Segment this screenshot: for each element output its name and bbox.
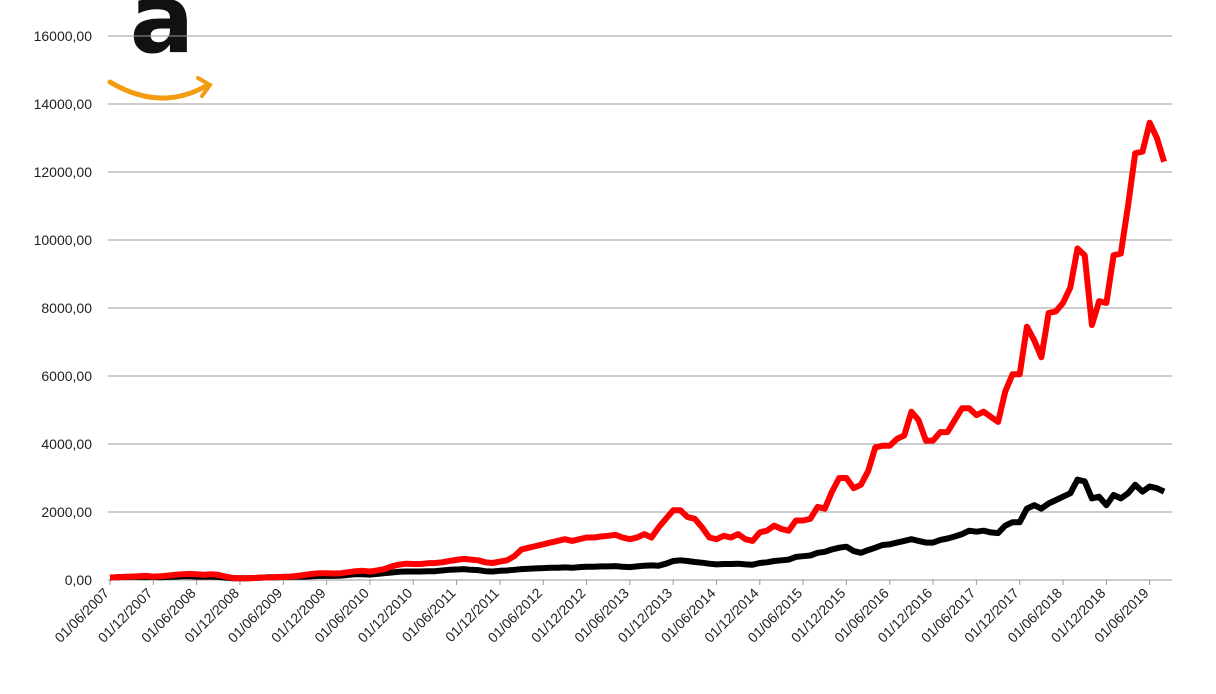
y-tick-label: 4000,00 xyxy=(41,436,92,452)
y-tick-label: 8000,00 xyxy=(41,300,92,316)
y-tick-label: 6000,00 xyxy=(41,368,92,384)
y-tick-label: 10000,00 xyxy=(34,232,93,248)
y-tick-label: 2000,00 xyxy=(41,504,92,520)
y-tick-label: 16000,00 xyxy=(34,28,93,44)
logo-letter: a xyxy=(130,0,195,75)
y-tick-label: 0,00 xyxy=(65,572,92,588)
series-line xyxy=(109,119,1167,582)
y-tick-label: 14000,00 xyxy=(34,96,93,112)
series-line xyxy=(109,476,1166,582)
logo-smile xyxy=(107,79,209,101)
y-tick-label: 12000,00 xyxy=(34,164,93,180)
logo-arrow xyxy=(196,76,213,98)
